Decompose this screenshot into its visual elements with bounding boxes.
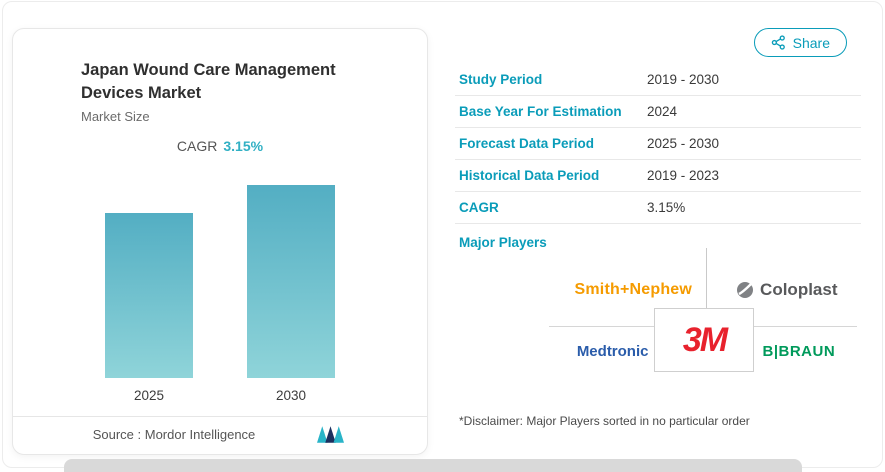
- cagr-line: CAGR 3.15%: [13, 138, 427, 154]
- players-row-2: Medtronic 3M B|BRAUN: [555, 308, 857, 372]
- market-size-card: Japan Wound Care Management Devices Mark…: [12, 28, 428, 455]
- bar-label-2025: 2025: [133, 388, 165, 404]
- bar-label-2030: 2030: [275, 388, 307, 404]
- card-header: Japan Wound Care Management Devices Mark…: [13, 29, 427, 124]
- bbraun-logo: B|BRAUN: [762, 342, 836, 360]
- fact-label: Historical Data Period: [459, 168, 600, 183]
- bar-labels: 2025 2030: [13, 388, 427, 403]
- coloplast-wordmark: Coloplast: [760, 280, 838, 299]
- fact-value: 2019 - 2030: [647, 72, 720, 87]
- table-row: CAGR 3.15%: [455, 192, 861, 224]
- table-row: Historical Data Period 2019 - 2023: [455, 160, 861, 192]
- chart-title: Japan Wound Care Management Devices Mark…: [81, 61, 336, 103]
- 3m-logo: 3M: [682, 320, 728, 359]
- fact-label: Study Period: [459, 72, 543, 87]
- bar-2030: [247, 185, 335, 379]
- share-icon: [771, 35, 785, 50]
- smith-nephew-logo: Smith+Nephew: [574, 281, 693, 298]
- table-row: Base Year For Estimation 2024: [455, 96, 861, 128]
- table-row: Forecast Data Period 2025 - 2030: [455, 128, 861, 160]
- medtronic-logo: Medtronic: [576, 342, 649, 360]
- fact-label: CAGR: [459, 200, 499, 215]
- source-name: Mordor Intelligence: [144, 427, 256, 442]
- share-button-label: Share: [792, 34, 830, 51]
- share-row: Share: [455, 28, 861, 57]
- share-button[interactable]: Share: [753, 28, 847, 57]
- facts-panel: Share Study Period 2019 - 2030 Base Year…: [455, 28, 861, 428]
- source-text: Source : Mordor Intelligence: [93, 427, 256, 442]
- table-row: Study Period 2019 - 2030: [455, 64, 861, 96]
- coloplast-mark-icon: [737, 282, 754, 298]
- coloplast-logo: Coloplast: [736, 280, 838, 300]
- disclaimer-text: *Disclaimer: Major Players sorted in no …: [459, 414, 750, 428]
- players-row-1: Smith+Nephew Coloplast: [555, 256, 857, 324]
- fact-label: Forecast Data Period: [459, 136, 595, 151]
- major-players-logos: Smith+Nephew Coloplast Medtronic 3M B|BR…: [549, 248, 857, 398]
- fact-value: 3.15%: [647, 200, 686, 215]
- fact-value: 2025 - 2030: [647, 136, 720, 151]
- fact-value: 2019 - 2023: [647, 168, 720, 183]
- source-label: Source :: [92, 427, 142, 442]
- next-section-peek: [64, 459, 802, 472]
- vertical-divider: [706, 248, 707, 326]
- cagr-value: 3.15%: [223, 138, 264, 155]
- cagr-label: CAGR: [176, 138, 218, 155]
- bar-2025: [105, 213, 193, 379]
- fact-value: 2024: [647, 104, 678, 119]
- major-players-label: Major Players: [459, 235, 547, 250]
- source-row: Source : Mordor Intelligence: [13, 416, 427, 454]
- bar-chart: [13, 182, 427, 379]
- 3m-logo-box: 3M: [654, 308, 755, 372]
- chart-subtitle: Market Size: [81, 109, 150, 125]
- mordor-intelligence-logo: [317, 426, 345, 443]
- fact-label: Base Year For Estimation: [459, 104, 622, 119]
- major-players-row: Major Players: [455, 224, 861, 254]
- facts-table: Study Period 2019 - 2030 Base Year For E…: [455, 64, 861, 254]
